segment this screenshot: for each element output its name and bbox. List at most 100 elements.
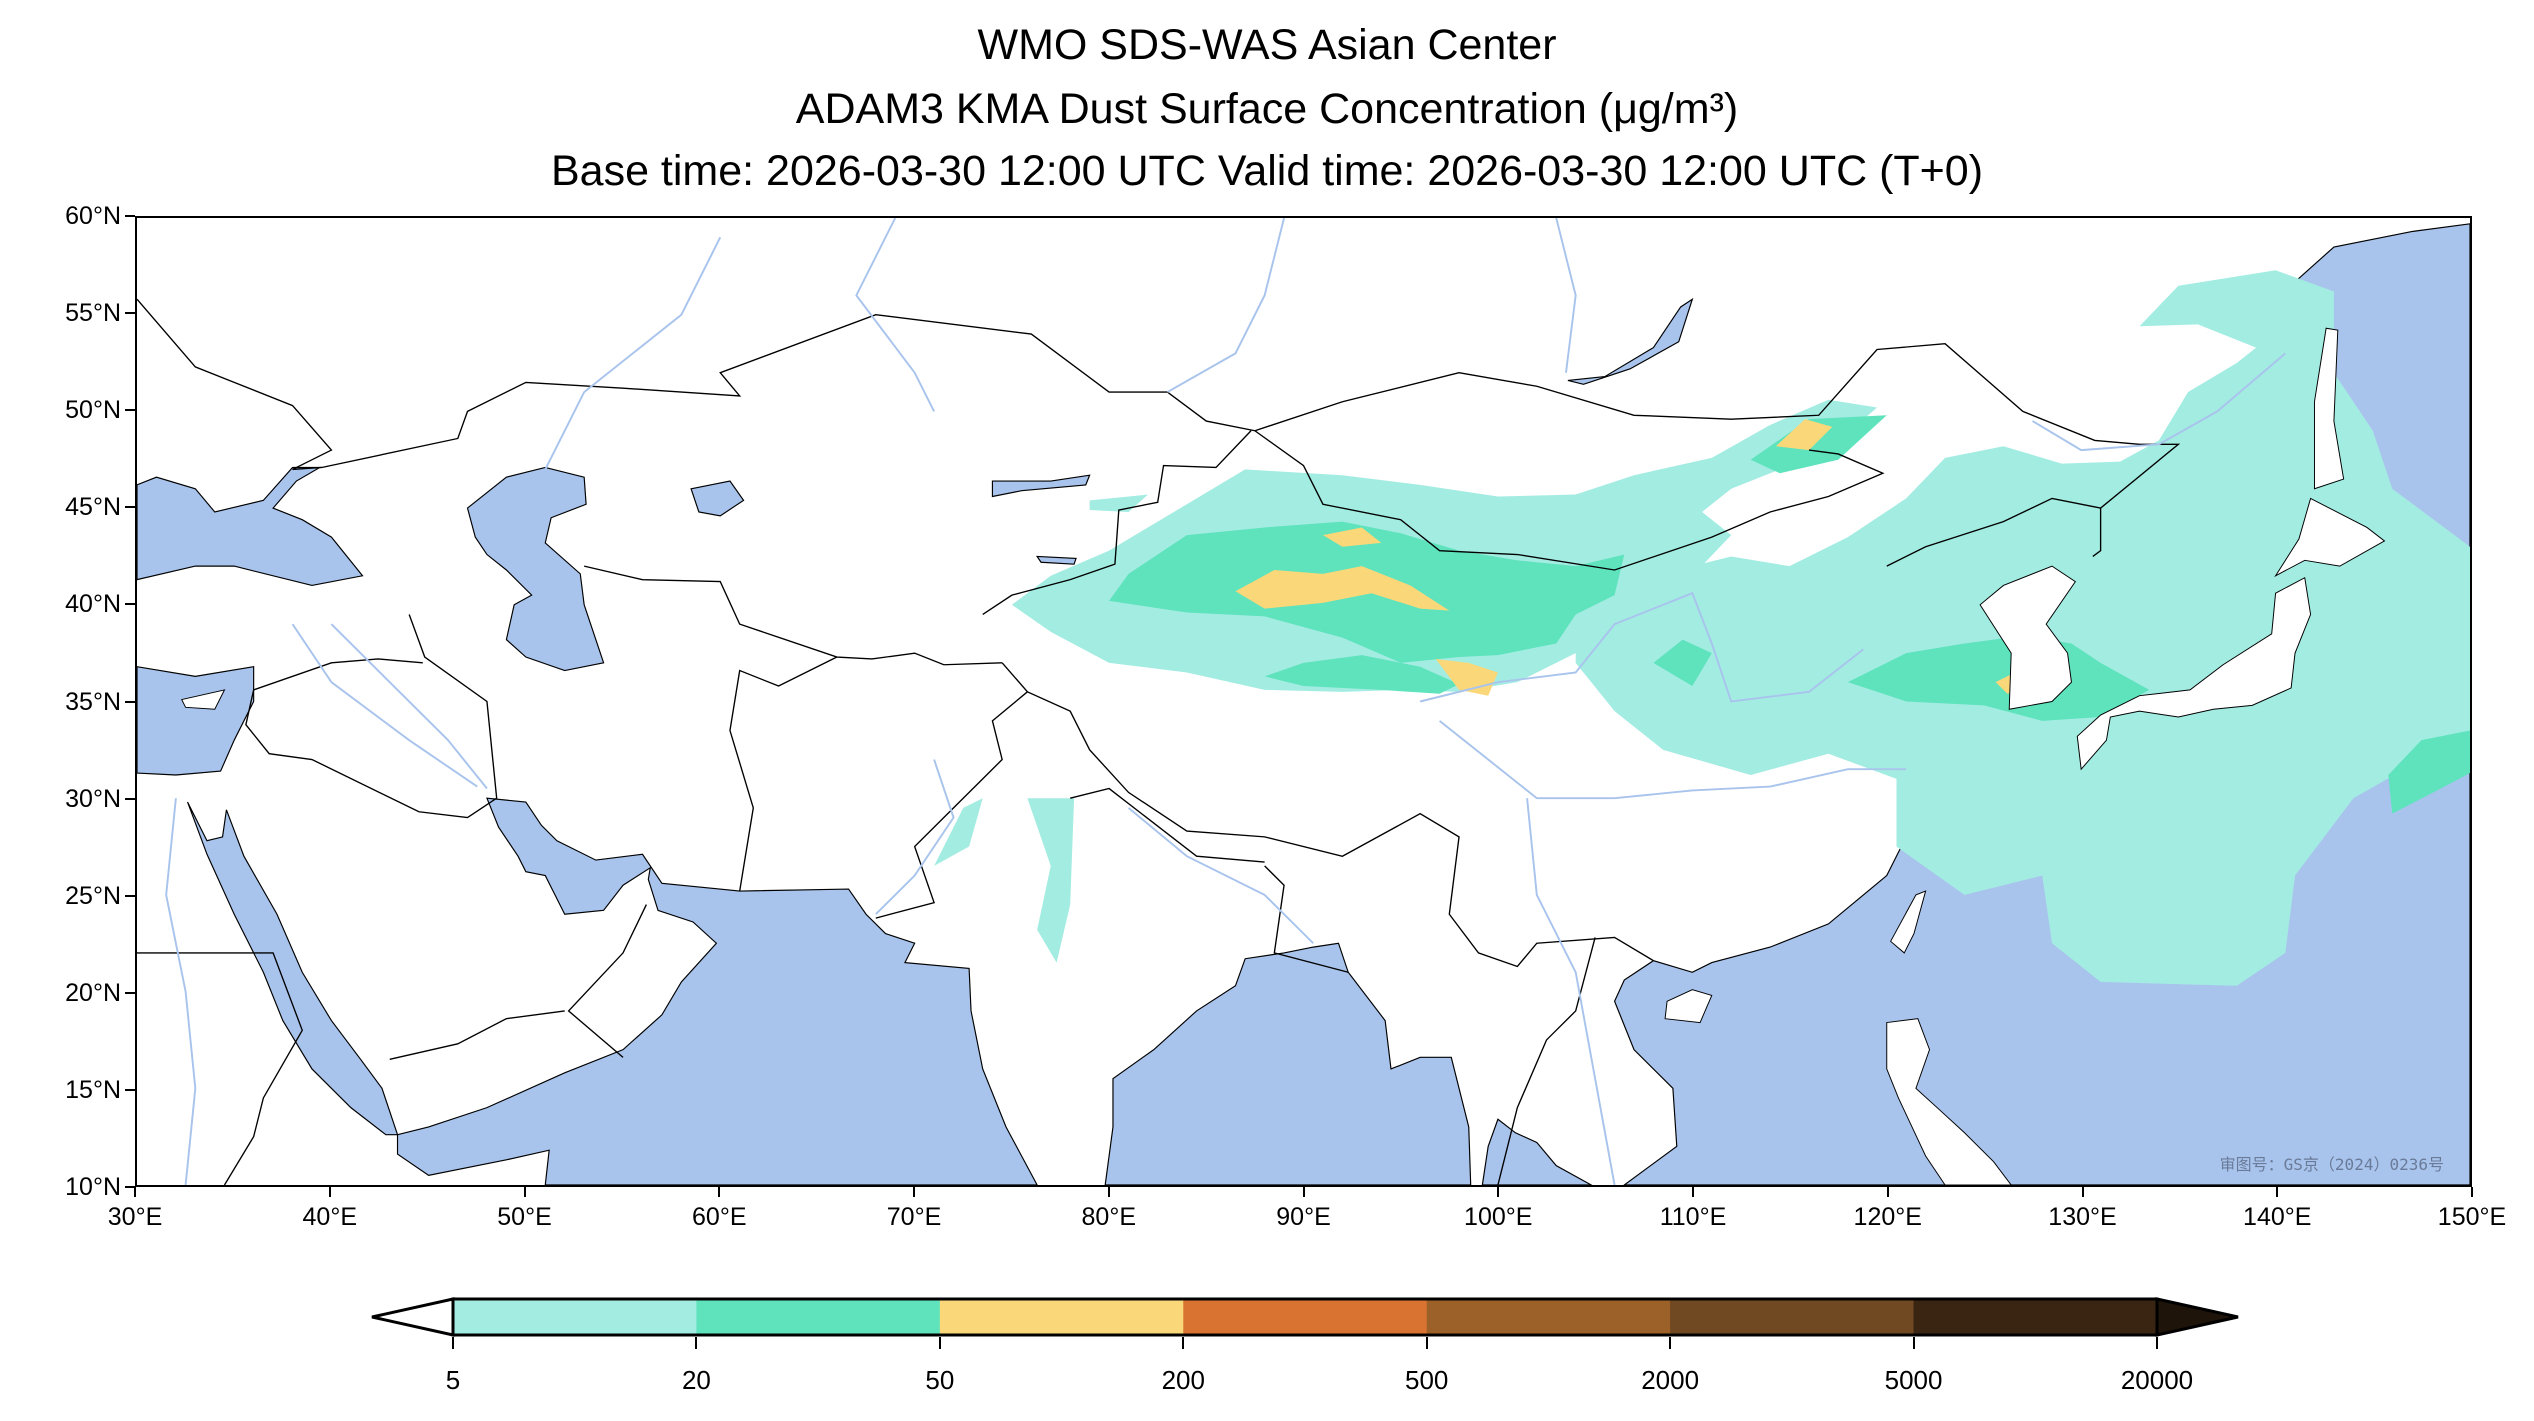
colorbar-tick-mark	[695, 1337, 698, 1349]
lon-tick-label: 80°E	[1081, 1203, 1136, 1231]
indian-ocean	[396, 797, 1038, 1185]
lon-tick-label: 90°E	[1276, 1203, 1331, 1231]
colorbar-bin	[1183, 1299, 1428, 1335]
lat-tick-mark	[125, 894, 135, 897]
aral-sea	[690, 480, 745, 517]
korean-peninsula	[1979, 565, 2077, 710]
lon-tick-mark	[718, 1187, 721, 1197]
lat-tick-mark	[125, 215, 135, 217]
land-islands	[181, 327, 2386, 1185]
colorbar-tick-mark	[1912, 1337, 1915, 1349]
map-panel: 审图号：GS京（2024）0236号	[135, 216, 2472, 1187]
colorbar-level-label: 200	[1161, 1365, 1205, 1395]
map-approval-watermark: 审图号：GS京（2024）0236号	[2219, 1155, 2444, 1174]
lat-tick-label: 60°N	[65, 202, 121, 230]
lat-tick-mark	[125, 991, 135, 994]
lat-tick-label: 15°N	[65, 1075, 121, 1104]
lat-tick-mark	[125, 797, 135, 800]
lat-tick-mark	[125, 409, 135, 412]
lat-tick-mark	[125, 603, 135, 606]
colorbar-level-label: 20	[681, 1365, 711, 1395]
title-times: Base time: 2026-03-30 12:00 UTC Valid ti…	[550, 147, 1984, 195]
lake-balkhash	[991, 474, 1091, 498]
colorbar-tick-mark	[452, 1337, 454, 1349]
colorbar-level-label: 500	[1405, 1365, 1449, 1395]
title-center: WMO SDS-WAS Asian Center	[977, 21, 1557, 69]
lat-tick-label: 25°N	[65, 881, 121, 910]
lat-tick-label: 55°N	[65, 299, 121, 328]
japan-hokkaido	[2274, 497, 2386, 578]
map-canvas	[137, 218, 2470, 1185]
lon-tick-label: 40°E	[302, 1203, 357, 1231]
colorbar-level-label: 50	[925, 1365, 955, 1395]
mediterranean-sea	[137, 666, 255, 776]
black-sea	[137, 466, 364, 587]
rivers	[165, 218, 2286, 1185]
hainan	[1664, 989, 1713, 1024]
colorbar-level-label: 20000	[2120, 1365, 2194, 1395]
lat-tick-mark	[125, 506, 135, 509]
colorbar-tick-mark	[938, 1337, 941, 1349]
colorbar-over-arrow	[2155, 1297, 2239, 1337]
lon-tick-mark	[1302, 1187, 1305, 1197]
lon-tick-label: 130°E	[2048, 1203, 2117, 1231]
lat-tick-mark	[125, 700, 135, 703]
lon-tick-mark	[1107, 1187, 1110, 1197]
lon-tick-mark	[1497, 1187, 1500, 1197]
colorbar-tick-mark	[1182, 1337, 1185, 1349]
japan-honshu	[2076, 576, 2312, 771]
lon-tick-label: 150°E	[2437, 1203, 2507, 1231]
lat-tick-label: 50°N	[65, 396, 121, 425]
colorbar-tick-mark	[1425, 1337, 1428, 1349]
colorbar-under-arrow	[371, 1297, 455, 1337]
country-borders	[137, 298, 2181, 1185]
lon-tick-mark	[1692, 1187, 1694, 1197]
colorbar-level-label: 5	[445, 1365, 461, 1395]
philippines	[1886, 1018, 2012, 1185]
colorbar-tick-mark	[2156, 1337, 2158, 1349]
lat-tick-label: 30°N	[65, 784, 121, 813]
lon-tick-label: 70°E	[886, 1203, 942, 1231]
lake-issyk-kul	[1036, 555, 1077, 565]
lon-tick-mark	[134, 1187, 136, 1197]
lat-tick-label: 35°N	[65, 687, 121, 716]
lat-tick-label: 20°N	[65, 978, 121, 1007]
dust-5-20	[934, 270, 2470, 986]
title-product: ADAM3 KMA Dust Surface Concentration (μg…	[795, 85, 1739, 133]
lon-tick-mark	[2471, 1187, 2473, 1197]
colorbar-tick-mark	[1669, 1337, 1672, 1349]
colorbar-bin	[453, 1299, 697, 1335]
dust-50-200	[1235, 419, 2023, 696]
taiwan	[1890, 890, 1927, 954]
lat-tick-label: 40°N	[65, 590, 121, 619]
lat-tick-mark	[125, 312, 135, 315]
lat-tick-label: 45°N	[65, 493, 121, 522]
colorbar-outline	[451, 1297, 2159, 1337]
lon-tick-label: 60°E	[692, 1203, 747, 1231]
lat-tick-mark	[125, 1088, 135, 1091]
lon-tick-label: 100°E	[1464, 1203, 1533, 1231]
lon-tick-mark	[1886, 1187, 1889, 1197]
gulf-of-thailand	[1481, 1118, 1593, 1185]
lon-tick-mark	[2276, 1187, 2279, 1197]
lat-tick-mark	[125, 1186, 135, 1188]
sakhalin	[2313, 327, 2345, 490]
lake-baikal	[1567, 297, 1694, 385]
lat-tick-label: 10°N	[65, 1173, 121, 1201]
lon-tick-label: 140°E	[2243, 1203, 2312, 1231]
lon-tick-mark	[913, 1187, 915, 1197]
bay-of-bengal	[1104, 942, 1472, 1185]
red-sea	[187, 801, 399, 1136]
colorbar-bin	[1913, 1299, 2158, 1335]
lon-tick-mark	[328, 1187, 331, 1197]
colorbar-level-label: 5000	[1884, 1365, 1943, 1395]
colorbar	[371, 1297, 2239, 1337]
lon-tick-label: 50°E	[497, 1203, 552, 1231]
lon-tick-mark	[523, 1187, 526, 1197]
colorbar-bin	[1426, 1299, 1671, 1335]
colorbar-bin	[939, 1299, 1184, 1335]
lon-tick-label: 120°E	[1853, 1203, 1922, 1231]
lon-tick-label: 30°E	[107, 1203, 163, 1231]
sri-lanka-cyprus-placeholder	[181, 689, 226, 710]
lon-tick-mark	[2081, 1187, 2084, 1197]
